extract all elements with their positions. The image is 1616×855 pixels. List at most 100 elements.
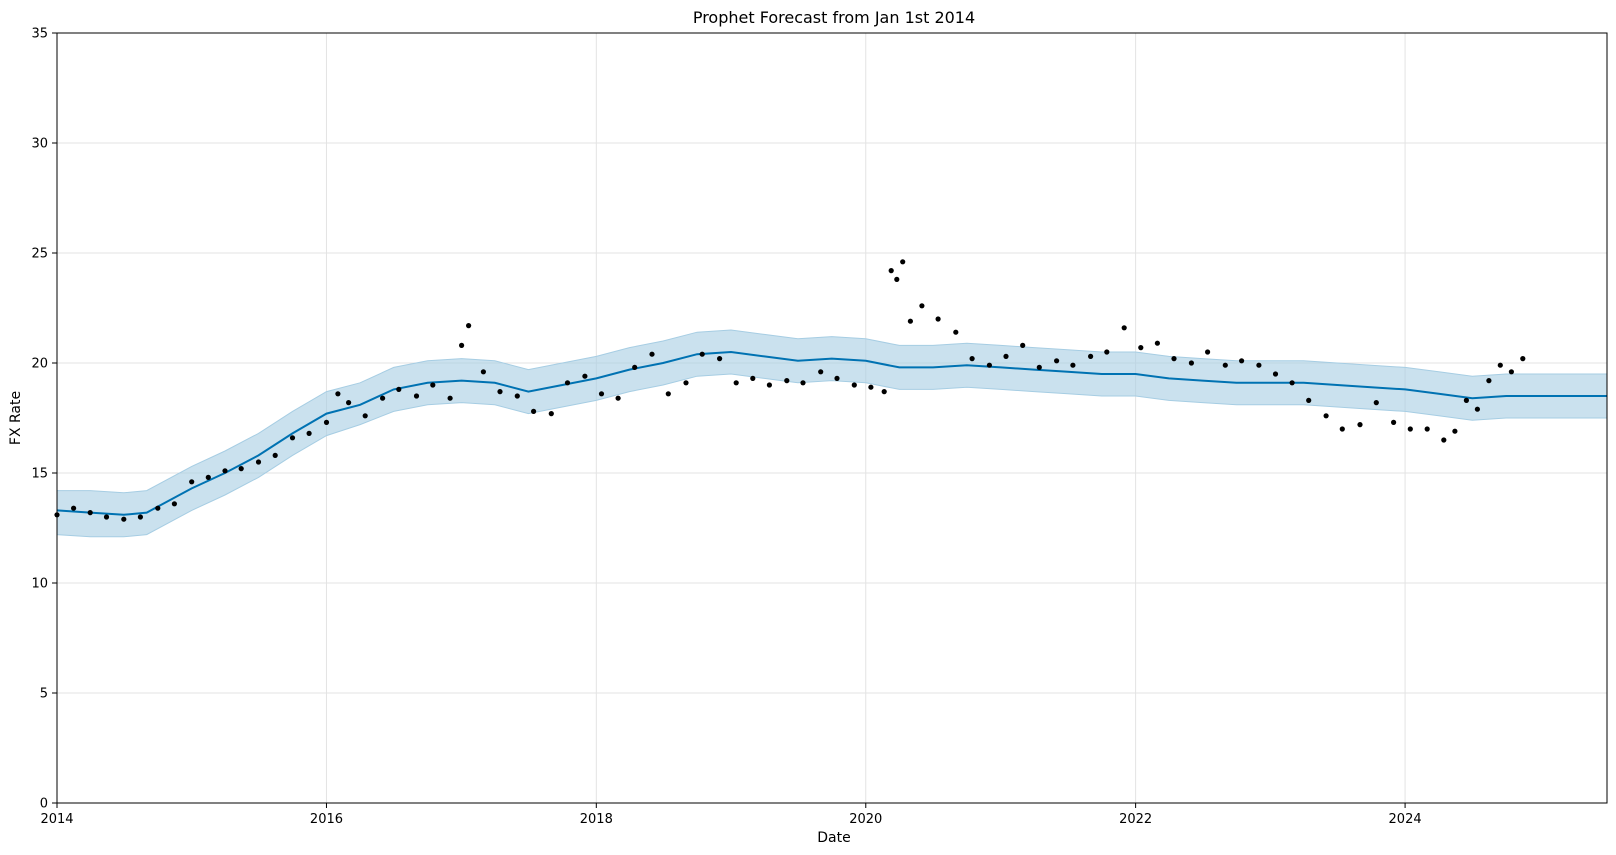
observed-point xyxy=(430,382,436,388)
observed-point xyxy=(137,514,143,520)
observed-point xyxy=(1508,369,1514,375)
observed-point xyxy=(323,419,330,425)
plot-frame xyxy=(56,32,1608,804)
observed-point xyxy=(1205,349,1211,355)
observed-point xyxy=(615,395,621,401)
observed-point xyxy=(1391,419,1397,425)
y-tick-label: 0 xyxy=(40,797,48,812)
observed-point xyxy=(1306,397,1312,403)
observed-point xyxy=(1054,358,1060,364)
observed-point xyxy=(413,393,420,399)
y-tick-label: 25 xyxy=(31,247,48,262)
observed-point xyxy=(894,276,900,282)
observed-point xyxy=(497,389,503,395)
observed-point xyxy=(1407,426,1413,432)
observed-point xyxy=(834,375,840,381)
observed-point xyxy=(1339,426,1345,432)
y-tick-label: 15 xyxy=(31,467,48,482)
observed-point xyxy=(171,501,177,507)
observed-point xyxy=(1357,422,1363,428)
y-tick-label: 35 xyxy=(31,27,48,42)
observed-point xyxy=(222,468,228,474)
y-tick-label: 30 xyxy=(31,137,48,152)
observed-point xyxy=(1070,362,1076,368)
observed-point xyxy=(800,380,806,386)
observed-point xyxy=(1474,406,1480,412)
observed-point xyxy=(717,356,723,362)
observed-point xyxy=(380,395,386,401)
x-axis-title: Date xyxy=(817,830,850,846)
observed-point xyxy=(750,375,756,381)
observed-point xyxy=(1138,345,1144,351)
observed-point xyxy=(907,318,914,324)
observed-point xyxy=(205,474,211,480)
observed-point xyxy=(346,400,352,406)
observed-point xyxy=(1256,362,1262,368)
observed-point xyxy=(1441,437,1447,443)
observed-point xyxy=(868,384,874,390)
observed-point xyxy=(1036,364,1042,370)
observed-point xyxy=(306,430,312,436)
observed-point xyxy=(548,411,554,417)
y-tick-label: 20 xyxy=(31,357,48,372)
observed-point xyxy=(155,505,161,511)
y-tick-label: 10 xyxy=(31,577,48,592)
observed-point xyxy=(121,516,127,522)
observed-point xyxy=(919,303,925,309)
observed-point xyxy=(935,316,941,322)
observed-point xyxy=(272,452,278,458)
observed-point xyxy=(480,369,486,375)
observed-point xyxy=(1452,428,1458,434)
y-tick-label: 5 xyxy=(40,687,48,702)
observed-point xyxy=(699,351,705,357)
observed-point xyxy=(1520,356,1526,362)
observed-point xyxy=(1020,342,1026,348)
observed-point xyxy=(103,514,110,520)
observed-point xyxy=(1424,426,1430,432)
observed-point xyxy=(1088,353,1094,359)
observed-point xyxy=(1239,358,1245,364)
forecast-line xyxy=(56,350,1607,516)
observed-point xyxy=(1104,349,1110,355)
chart-title: Prophet Forecast from Jan 1st 2014 xyxy=(693,8,975,27)
observed-point xyxy=(1121,325,1127,331)
observed-point xyxy=(632,364,638,370)
observed-point xyxy=(362,413,368,419)
observed-point xyxy=(881,389,887,395)
observed-point xyxy=(733,380,739,386)
observed-point xyxy=(289,435,296,441)
observed-point xyxy=(1154,340,1160,346)
observed-point xyxy=(969,356,975,362)
observed-point xyxy=(784,378,790,384)
observed-point xyxy=(1171,356,1177,362)
observed-point xyxy=(851,382,857,388)
x-axis: 2014 2016 2018 2020 2022 2024 xyxy=(40,803,1422,827)
observed-point xyxy=(888,268,894,274)
observed-point xyxy=(447,395,453,401)
observed-point xyxy=(1289,380,1295,386)
observed-point xyxy=(1323,413,1329,419)
observed-point xyxy=(238,466,244,472)
observed-point xyxy=(649,351,655,357)
observed-point xyxy=(582,373,588,379)
observed-point xyxy=(466,323,472,329)
x-tick-label: 2014 xyxy=(40,812,73,827)
observed-point xyxy=(1486,378,1492,384)
observed-point xyxy=(514,393,520,399)
observed-point xyxy=(396,386,402,392)
forecast-line-group xyxy=(56,350,1607,516)
y-axis-title: FX Rate xyxy=(8,391,24,445)
observed-point xyxy=(1222,362,1228,368)
x-tick-label: 2022 xyxy=(1119,812,1152,827)
x-tick-label: 2020 xyxy=(849,812,882,827)
observed-point xyxy=(459,342,465,348)
observed-point xyxy=(766,382,773,388)
observed-point xyxy=(335,391,341,397)
observed-point xyxy=(1497,362,1503,368)
observed-point xyxy=(683,380,689,386)
observed-point xyxy=(255,459,262,465)
x-tick-label: 2024 xyxy=(1389,812,1422,827)
observed-point xyxy=(598,391,605,397)
observed-points xyxy=(54,259,1526,522)
